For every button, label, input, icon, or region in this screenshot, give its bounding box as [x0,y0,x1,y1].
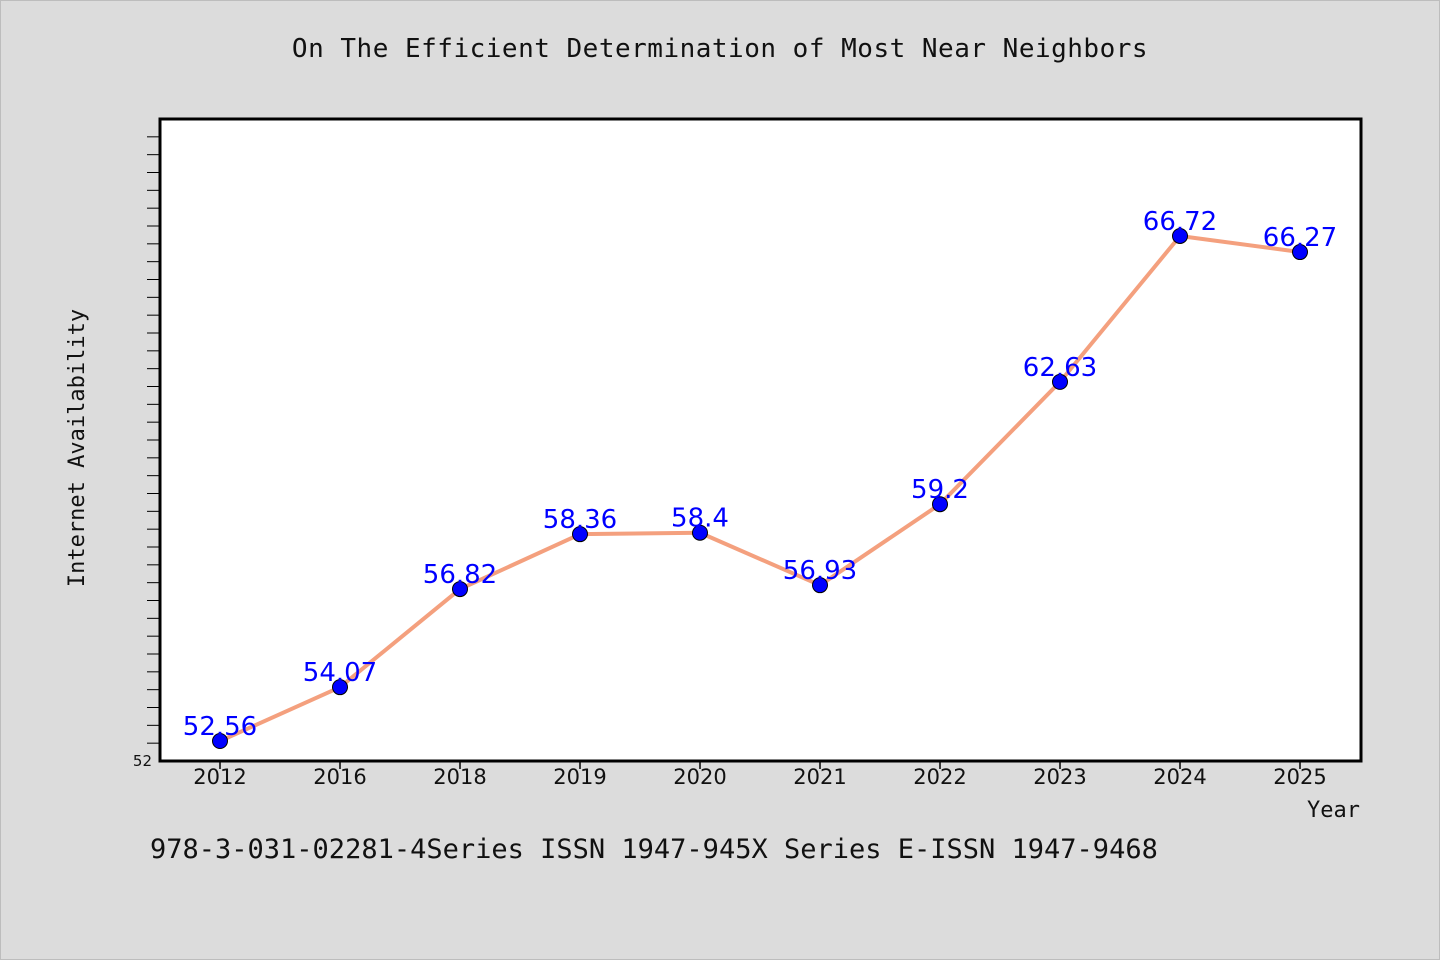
chart-title: On The Efficient Determination of Most N… [291,34,1149,64]
data-point [572,526,588,543]
x-tick-label: 2018 [433,765,486,789]
x-tick-label: 2024 [1153,765,1206,789]
data-point [1292,244,1308,261]
data-label: 54.07 [303,658,377,688]
data-point [212,733,228,750]
x-tick-label: 2022 [913,765,966,789]
plot-border [158,117,1363,763]
series-line [218,233,1302,744]
data-label: 56.82 [423,560,497,590]
y-axis-label: Internet Availability [65,309,90,587]
data-label: 52.56 [183,712,257,742]
data-point [1172,227,1188,244]
plot-area [160,119,1361,761]
isbn-footer: 978-3-031-02281-4Series ISSN 1947-945X S… [150,834,1158,865]
x-tick-label: 2023 [1033,765,1086,789]
x-axis-label: Year [1307,798,1360,823]
x-tick-label: 2019 [553,765,606,789]
x-tick-label: 2012 [193,765,246,789]
data-label: 56.93 [783,556,857,586]
data-label: 58.36 [543,505,617,535]
data-label: 62.63 [1023,353,1097,383]
x-tick-label: 2016 [313,765,366,789]
y-tick-label: 52 [133,752,152,770]
data-point [812,577,828,594]
x-tick-label: 2020 [673,765,726,789]
data-label: 58.4 [671,504,729,534]
data-label: 66.72 [1143,207,1217,237]
data-label: 66.27 [1263,223,1337,253]
data-point [332,679,348,696]
series-group: 52.56 54.07 56.82 58.36 58.4 56.93 59.2 62.63 66… [183,207,1337,750]
data-point [932,496,948,513]
data-point [452,581,468,598]
x-tick-label: 2025 [1273,765,1326,789]
data-point [1052,373,1068,390]
x-axis-ticks: 2012 2016 2018 2019 2020 2021 2022 2023 2024 2025 [193,761,1327,789]
data-label: 59.2 [911,475,969,505]
x-tick-label: 2021 [793,765,846,789]
data-point [692,524,708,541]
y-axis-ticks: 52 [133,136,160,770]
